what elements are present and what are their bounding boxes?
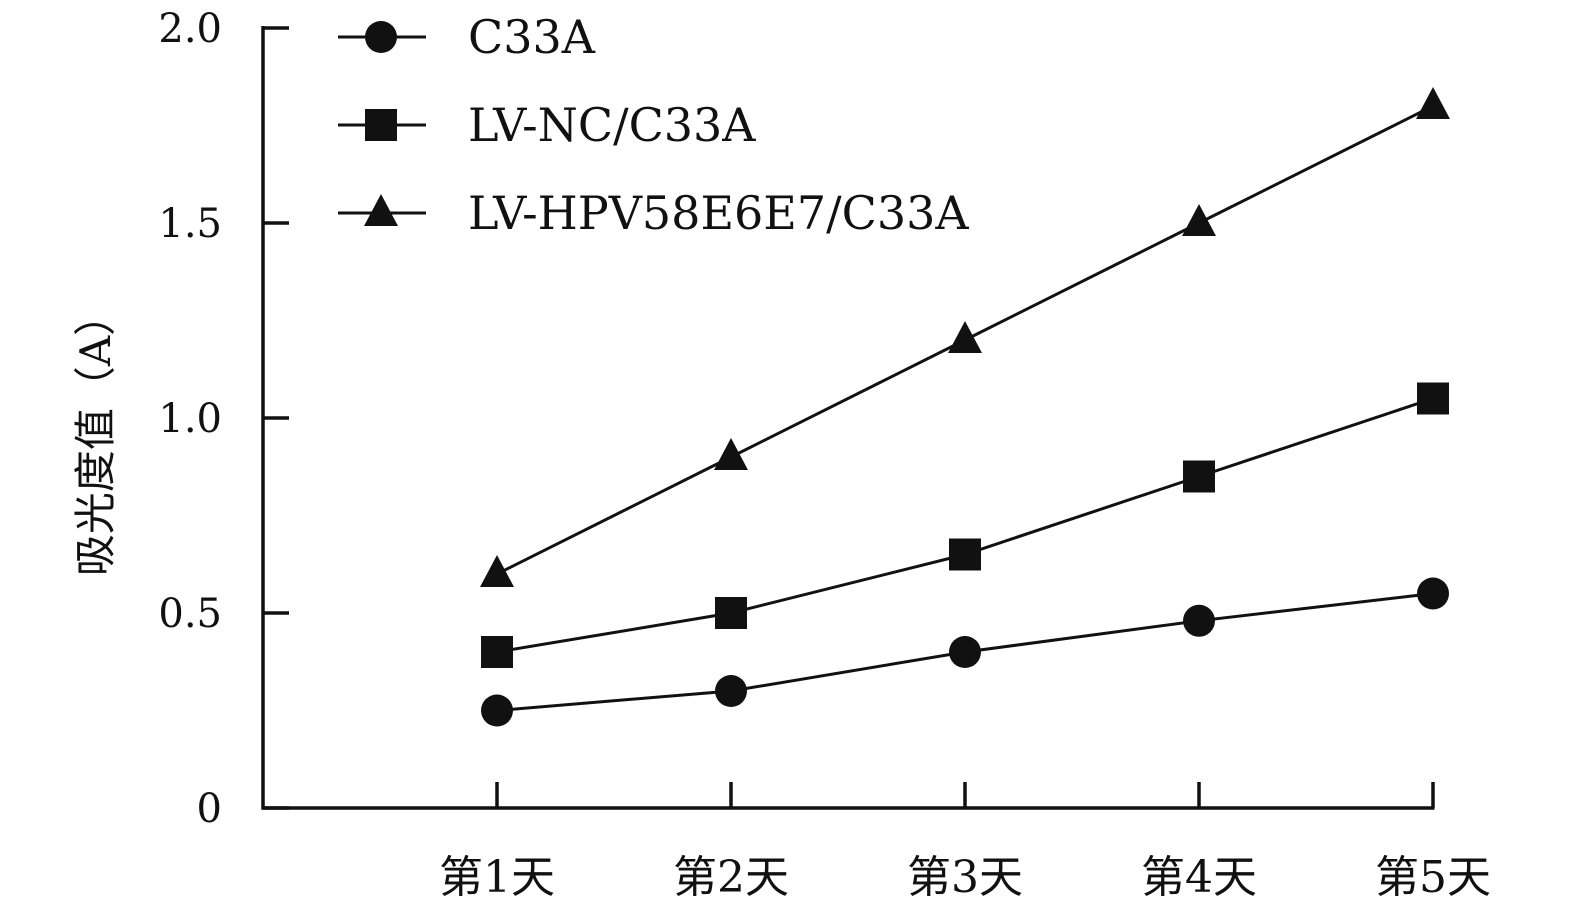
- data-point-circle: [715, 675, 747, 707]
- data-point-circle: [1183, 604, 1215, 637]
- y-tick-label: 0: [197, 786, 222, 832]
- data-point-square: [715, 597, 747, 629]
- data-point-triangle: [1182, 204, 1216, 236]
- data-point-triangle: [948, 321, 982, 353]
- x-tick-label: 第1天: [439, 852, 555, 903]
- x-tick-label: 第3天: [907, 852, 1023, 903]
- y-tick-label: 0.5: [158, 591, 222, 637]
- data-point-square: [1417, 382, 1449, 415]
- axes: [261, 26, 1435, 810]
- series-line-2: [496, 397, 1434, 654]
- data-point-square: [481, 636, 513, 668]
- y-tick-label: 1.0: [158, 396, 222, 442]
- legend-label: LV-NC/C33A: [468, 98, 756, 152]
- series-markers: [480, 87, 1450, 727]
- y-axis-title: 吸光度值（A）: [71, 294, 120, 576]
- legend-label: C33A: [468, 10, 596, 64]
- x-tick-label: 第4天: [1141, 852, 1257, 903]
- y-tick-label: 2.0: [158, 6, 222, 52]
- data-point-circle: [1417, 577, 1449, 610]
- y-tick-label: 1.5: [158, 201, 222, 247]
- legend-marker-triangle: [364, 194, 398, 226]
- data-point-square: [1183, 460, 1215, 493]
- data-point-circle: [949, 636, 981, 668]
- legend-marker-circle: [365, 21, 397, 53]
- data-point-square: [949, 538, 981, 571]
- legend-label: LV-HPV58E6E7/C33A: [468, 186, 969, 240]
- x-tick-label: 第2天: [673, 852, 789, 903]
- data-point-triangle: [1416, 87, 1450, 119]
- legend-marker-square: [365, 109, 397, 141]
- data-point-circle: [481, 694, 513, 727]
- x-tick-label: 第5天: [1375, 852, 1491, 903]
- y-tick-labels: 0 0.5 1.0 1.5 2.0: [158, 6, 222, 832]
- data-point-triangle: [714, 438, 748, 470]
- x-tick-labels: 第1天 第2天 第3天 第4天 第5天: [439, 852, 1491, 903]
- legend: C33A LV-NC/C33A LV-HPV58E6E7/C33A: [338, 10, 969, 240]
- data-point-triangle: [480, 555, 514, 587]
